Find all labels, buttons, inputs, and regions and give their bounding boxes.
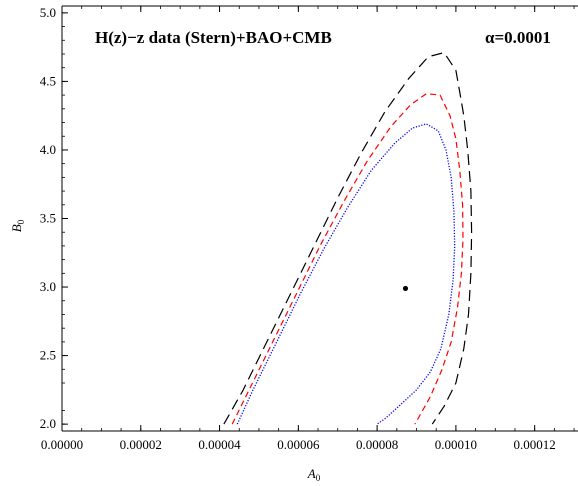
contour-line bbox=[223, 52, 473, 425]
x-tick-label: 0.00006 bbox=[277, 437, 320, 452]
y-tick-label: 5.0 bbox=[40, 5, 56, 20]
y-tick-label: 3.5 bbox=[40, 211, 56, 226]
x-tick-label: 0.00012 bbox=[514, 437, 556, 452]
x-tick-label: 0.00002 bbox=[120, 437, 162, 452]
x-tick-label: 0.00008 bbox=[356, 437, 398, 452]
y-tick-label: 3.0 bbox=[40, 279, 56, 294]
plot-frame bbox=[61, 5, 578, 432]
y-tick-label: 4.0 bbox=[40, 142, 56, 157]
chart-title: H(z)−z data (Stern)+BAO+CMB bbox=[95, 28, 332, 47]
alpha-annotation: α=0.0001 bbox=[485, 28, 551, 47]
y-tick-label: 2.5 bbox=[40, 348, 56, 363]
y-tick-label: 4.5 bbox=[40, 73, 56, 88]
contour-line bbox=[236, 123, 456, 425]
x-tick-label: 0.00004 bbox=[198, 437, 241, 452]
best-fit-point bbox=[402, 285, 409, 292]
x-tick-label: 0.00010 bbox=[435, 437, 477, 452]
best-fit-marker-group bbox=[402, 285, 409, 292]
x-axis-label: A0 bbox=[307, 466, 321, 483]
contour-series bbox=[223, 52, 473, 425]
y-tick-label: 2.0 bbox=[40, 416, 56, 431]
axis-ticks: 0.00000 0.00002 0.00004 0.00006 0.00008 0.000… bbox=[40, 5, 575, 452]
x-tick-label: 0.00000 bbox=[41, 437, 83, 452]
y-axis-label: B0 bbox=[9, 219, 26, 232]
contour-line bbox=[231, 93, 464, 425]
